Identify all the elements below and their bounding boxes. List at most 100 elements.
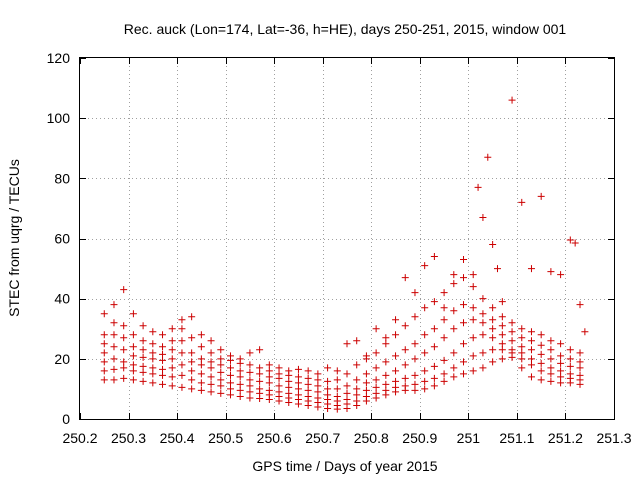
data-point <box>314 370 322 378</box>
data-point <box>450 271 458 279</box>
y-axis-label: STEC from uqrg / TECUs <box>6 159 22 317</box>
data-point <box>236 355 244 363</box>
grid-lines <box>80 58 614 419</box>
data-point <box>226 364 234 372</box>
data-point <box>149 364 157 372</box>
data-point <box>450 307 458 315</box>
data-point <box>246 388 254 396</box>
data-point <box>129 310 137 318</box>
data-point <box>518 334 526 342</box>
data-point <box>207 373 215 381</box>
data-point <box>450 280 458 288</box>
data-point <box>557 359 565 367</box>
data-point <box>294 391 302 399</box>
data-point <box>479 213 487 221</box>
data-point <box>304 386 312 394</box>
data-point <box>343 395 351 403</box>
data-point <box>421 367 429 375</box>
data-point <box>139 346 147 354</box>
data-point <box>275 370 283 378</box>
data-point <box>460 358 468 366</box>
data-point <box>527 328 535 336</box>
data-point <box>159 331 167 339</box>
data-point <box>372 389 380 397</box>
data-point <box>489 325 497 333</box>
data-point <box>421 262 429 270</box>
data-point <box>139 377 147 385</box>
data-point <box>372 364 380 372</box>
data-point <box>129 367 137 375</box>
data-point <box>537 331 545 339</box>
data-point <box>120 358 128 366</box>
data-point <box>207 388 215 396</box>
data-point <box>421 304 429 312</box>
data-point <box>294 365 302 373</box>
data-point <box>557 379 565 387</box>
data-point <box>207 358 215 366</box>
data-point <box>265 386 273 394</box>
data-point <box>479 319 487 327</box>
data-point <box>294 373 302 381</box>
data-point <box>430 362 438 370</box>
data-point <box>353 361 361 369</box>
x-axis-label: GPS time / Days of year 2015 <box>252 458 437 474</box>
data-point <box>120 346 128 354</box>
data-point <box>178 325 186 333</box>
data-point <box>382 380 390 388</box>
data-point <box>557 367 565 375</box>
data-point <box>498 331 506 339</box>
data-point <box>401 274 409 282</box>
data-point <box>139 362 147 370</box>
data-point <box>178 349 186 357</box>
y-tick-label: 100 <box>47 110 71 126</box>
data-point <box>401 382 409 390</box>
data-point <box>217 368 225 376</box>
data-point <box>217 376 225 384</box>
data-point <box>479 331 487 339</box>
data-point <box>571 239 579 247</box>
data-point <box>460 319 468 327</box>
data-point <box>324 385 332 393</box>
data-point <box>100 367 108 375</box>
data-point <box>168 337 176 345</box>
data-point <box>401 322 409 330</box>
data-point <box>392 367 400 375</box>
data-point <box>294 379 302 387</box>
data-point <box>401 361 409 369</box>
data-point <box>518 343 526 351</box>
data-point <box>527 361 535 369</box>
data-point <box>527 346 535 354</box>
plot-frame <box>79 57 615 420</box>
data-point <box>178 371 186 379</box>
data-point <box>246 361 254 369</box>
data-point <box>168 355 176 363</box>
data-point <box>314 388 322 396</box>
data-point <box>353 385 361 393</box>
data-point <box>159 343 167 351</box>
data-point <box>498 346 506 354</box>
data-point <box>217 361 225 369</box>
data-point <box>498 313 506 321</box>
data-point <box>489 304 497 312</box>
data-point <box>547 337 555 345</box>
data-point <box>411 386 419 394</box>
data-point <box>576 371 584 379</box>
data-point <box>362 379 370 387</box>
data-point <box>294 385 302 393</box>
data-point <box>149 379 157 387</box>
data-point <box>479 349 487 357</box>
data-point <box>557 271 565 279</box>
data-point <box>197 331 205 339</box>
data-point <box>401 346 409 354</box>
data-point <box>120 286 128 294</box>
data-point <box>207 349 215 357</box>
data-point <box>246 394 254 402</box>
data-point <box>285 377 293 385</box>
data-point <box>537 367 545 375</box>
data-point <box>421 385 429 393</box>
data-point <box>527 355 535 363</box>
data-point <box>226 391 234 399</box>
data-point <box>333 367 341 375</box>
data-point <box>460 256 468 264</box>
